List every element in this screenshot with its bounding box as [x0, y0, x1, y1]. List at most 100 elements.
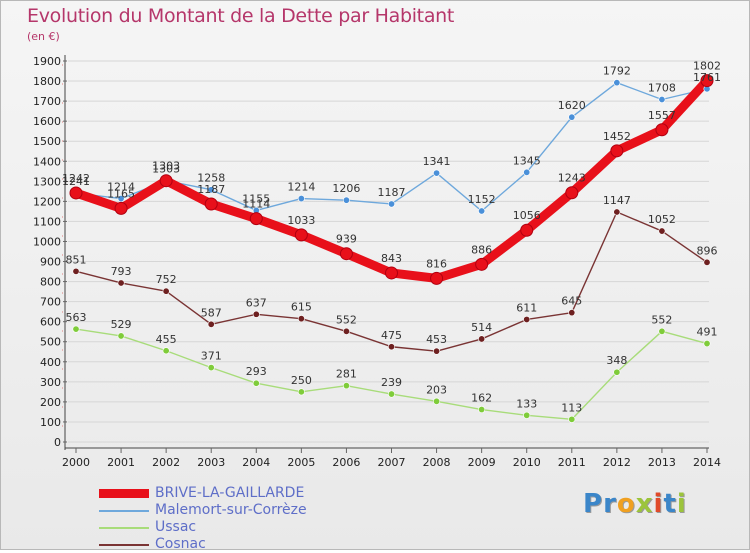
data-label: 1206	[332, 182, 360, 195]
logo-letter: t	[663, 489, 677, 519]
data-label: 1214	[287, 181, 315, 194]
data-label: 1187	[197, 183, 225, 196]
y-tick-label: 1600	[33, 115, 61, 128]
data-label: 1052	[648, 213, 676, 226]
y-tick-label: 1400	[33, 155, 61, 168]
data-label: 1341	[423, 155, 451, 168]
data-label: 1708	[648, 82, 676, 95]
logo-letter: x	[635, 489, 654, 519]
data-label: 293	[246, 365, 267, 378]
data-label: 1165	[107, 187, 135, 200]
data-point	[523, 315, 531, 323]
data-label: 491	[697, 326, 718, 339]
data-label: 637	[246, 296, 267, 309]
data-label: 514	[471, 321, 492, 334]
logo-letter: P	[583, 489, 604, 519]
data-label: 552	[651, 313, 672, 326]
data-point	[342, 382, 350, 390]
data-point	[613, 368, 621, 376]
data-label: 615	[291, 301, 312, 314]
x-tick-label: 2000	[62, 456, 90, 469]
data-label: 1761	[693, 71, 721, 84]
data-labels: 1241 1214 1303 1258 1155 1214 1206 1187 1341 1152…	[62, 60, 721, 415]
data-label: 1792	[603, 65, 631, 78]
data-point	[297, 195, 305, 203]
data-point	[342, 327, 350, 335]
y-tick-label: 1800	[33, 75, 61, 88]
data-label: 1303	[152, 163, 180, 176]
data-point	[523, 411, 531, 419]
x-tick-label: 2004	[242, 456, 270, 469]
y-tick-label: 600	[40, 316, 61, 329]
data-point	[568, 113, 576, 121]
x-tick-label: 2001	[107, 456, 135, 469]
data-label: 1303	[152, 160, 180, 173]
data-point	[658, 327, 666, 335]
data-label: 1187	[378, 186, 406, 199]
data-label: 1033	[287, 214, 315, 227]
data-point	[703, 340, 711, 348]
data-point	[342, 196, 350, 204]
legend-label: BRIVE-LA-GAILLARDE	[155, 485, 305, 501]
data-point	[339, 247, 353, 261]
data-label: 348	[606, 354, 627, 367]
data-label: 1452	[603, 130, 631, 143]
data-label: 133	[516, 397, 537, 410]
data-label: 475	[381, 329, 402, 342]
data-label: 939	[336, 233, 357, 246]
data-point	[117, 195, 125, 203]
y-tick-label: 1300	[33, 175, 61, 188]
data-point	[387, 200, 395, 208]
data-label: 1620	[558, 99, 586, 112]
data-label: 453	[426, 333, 447, 346]
data-label: 552	[336, 313, 357, 326]
x-tick-label: 2013	[648, 456, 676, 469]
data-label: 1056	[513, 209, 541, 222]
x-tick-label: 2002	[152, 456, 180, 469]
data-point	[613, 208, 621, 216]
data-label: 1241	[62, 175, 90, 188]
data-point	[387, 343, 395, 351]
data-label: 371	[201, 350, 222, 363]
data-point	[523, 168, 531, 176]
series-points	[69, 74, 714, 423]
data-point	[700, 74, 714, 88]
data-point	[478, 335, 486, 343]
data-point	[72, 267, 80, 275]
data-label: 645	[561, 295, 582, 308]
data-label: 1114	[242, 198, 270, 211]
y-tick-label: 1000	[33, 235, 61, 248]
logo-letter: o	[616, 489, 636, 519]
y-tick-label: 1200	[33, 195, 61, 208]
data-point	[433, 347, 441, 355]
x-axis-ticks: 2000 2001 2002 2003 2004 2005 2006 2007 2008 2009…	[62, 448, 721, 469]
data-point	[433, 397, 441, 405]
data-label: 1155	[242, 192, 270, 205]
x-tick-label: 2012	[603, 456, 631, 469]
data-point	[387, 390, 395, 398]
logo-letter: i	[653, 489, 664, 519]
y-tick-label: 300	[40, 376, 61, 389]
data-point	[72, 325, 80, 333]
x-tick-label: 2008	[423, 456, 451, 469]
logo-letter: r	[603, 489, 617, 519]
data-label: 239	[381, 376, 402, 389]
y-tick-label: 700	[40, 296, 61, 309]
legend-label: Ussac	[155, 519, 197, 535]
data-point	[294, 228, 308, 242]
chart-title: Evolution du Montant de la Dette par Hab…	[27, 5, 455, 27]
data-label: 793	[111, 265, 132, 278]
data-point	[568, 415, 576, 423]
data-point	[478, 406, 486, 414]
data-point	[297, 388, 305, 396]
data-label: 1152	[468, 193, 496, 206]
data-label: 1147	[603, 194, 631, 207]
logo-letter: i	[676, 489, 687, 519]
data-label: 816	[426, 257, 447, 270]
data-point	[69, 186, 83, 200]
data-point	[478, 207, 486, 215]
data-point	[613, 79, 621, 87]
chart-subtitle: (en €)	[27, 30, 60, 43]
data-point	[658, 96, 666, 104]
